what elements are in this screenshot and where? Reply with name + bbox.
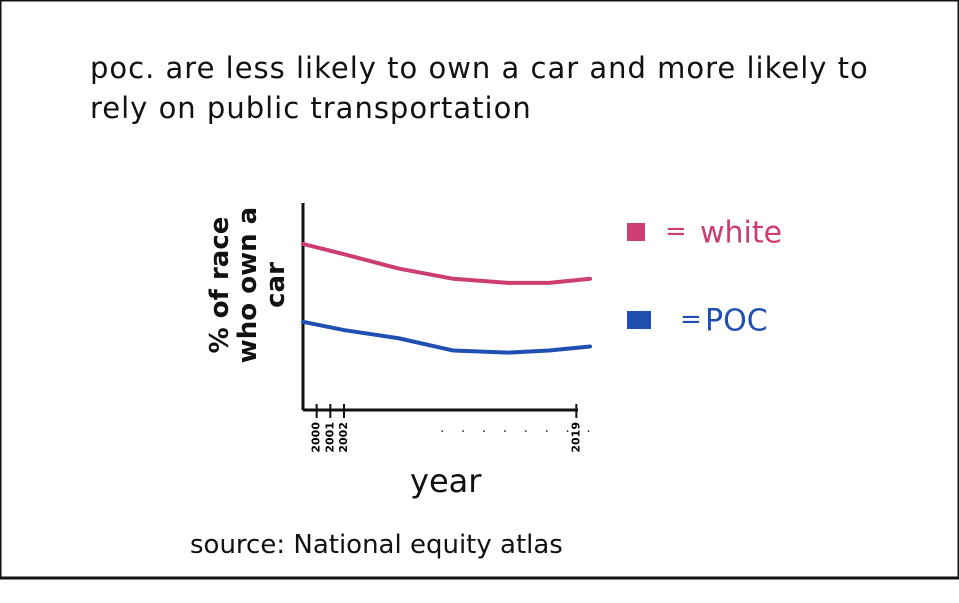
x-tick-label: 2019 — [569, 422, 582, 453]
x-tick-label: 2001 — [323, 422, 336, 453]
legend-label: POC — [705, 304, 768, 339]
legend-equals: = — [680, 305, 702, 335]
x-tick-label: 2002 — [337, 422, 350, 453]
legend-swatch — [627, 223, 645, 241]
legend-equals: = — [665, 217, 687, 247]
data-line — [301, 241, 592, 285]
chart-title: poc. are less likely to own a car and mo… — [90, 51, 869, 125]
source: source: National equity atlas — [190, 530, 563, 560]
data-line — [301, 319, 592, 355]
frame — [0, 0, 959, 580]
x-tick-label: 2000 — [310, 422, 323, 453]
x-axis-label: year — [410, 462, 482, 500]
legend-label: white — [700, 216, 782, 251]
y-axis-label: % of race who own a car — [205, 206, 291, 364]
axis-ellipsis: . . . . . . . . — [440, 420, 597, 436]
legend-swatch — [627, 311, 651, 329]
